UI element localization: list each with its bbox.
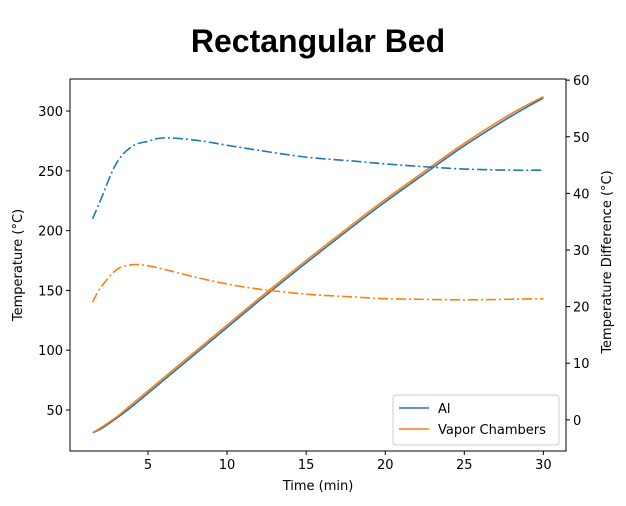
y-right-tick-label: 30 <box>573 244 590 259</box>
y-right-tick-label: 40 <box>573 187 590 202</box>
plot-frame <box>69 78 567 452</box>
y-axis-label: Temperature (°C) <box>11 209 26 322</box>
series-line-2 <box>91 137 544 220</box>
y-right-tick-label: 10 <box>573 357 590 372</box>
series-line-3 <box>91 263 544 303</box>
x-axis-label: Time (min) <box>282 479 354 494</box>
series-line-0 <box>92 97 544 434</box>
x-axis: 5 10 15 20 25 30 <box>144 451 552 473</box>
y-tick-label: 200 <box>38 225 63 240</box>
legend-label-vapor-chambers: Vapor Chambers <box>438 423 546 438</box>
legend: Al Vapor Chambers <box>392 394 560 446</box>
y-axis-right: 0 10 20 30 40 50 60 <box>566 74 590 429</box>
legend-box <box>392 394 560 446</box>
y-tick-label: 50 <box>46 404 63 419</box>
x-tick-label: 20 <box>377 458 394 473</box>
y-right-tick-label: 0 <box>573 414 581 429</box>
y-tick-label: 250 <box>38 165 63 180</box>
legend-label-al: Al <box>438 402 451 417</box>
x-tick-label: 15 <box>298 458 315 473</box>
y-right-tick-label: 60 <box>573 74 590 89</box>
x-tick-label: 5 <box>144 458 152 473</box>
series-line-1 <box>92 95 544 434</box>
plot-lines <box>91 95 544 434</box>
y-right-tick-label: 50 <box>573 131 590 146</box>
chart-title: Rectangular Bed <box>191 23 445 59</box>
y-tick-label: 100 <box>38 344 63 359</box>
x-tick-label: 30 <box>535 458 552 473</box>
y-axis-right-label: Temperature Difference (°C) <box>600 170 615 354</box>
y-axis-left: 50 100 150 200 250 300 <box>38 105 70 419</box>
x-tick-label: 25 <box>456 458 473 473</box>
x-tick-label: 10 <box>219 458 236 473</box>
y-right-tick-label: 20 <box>573 301 590 316</box>
y-tick-label: 150 <box>38 284 63 299</box>
y-tick-label: 300 <box>38 105 63 120</box>
